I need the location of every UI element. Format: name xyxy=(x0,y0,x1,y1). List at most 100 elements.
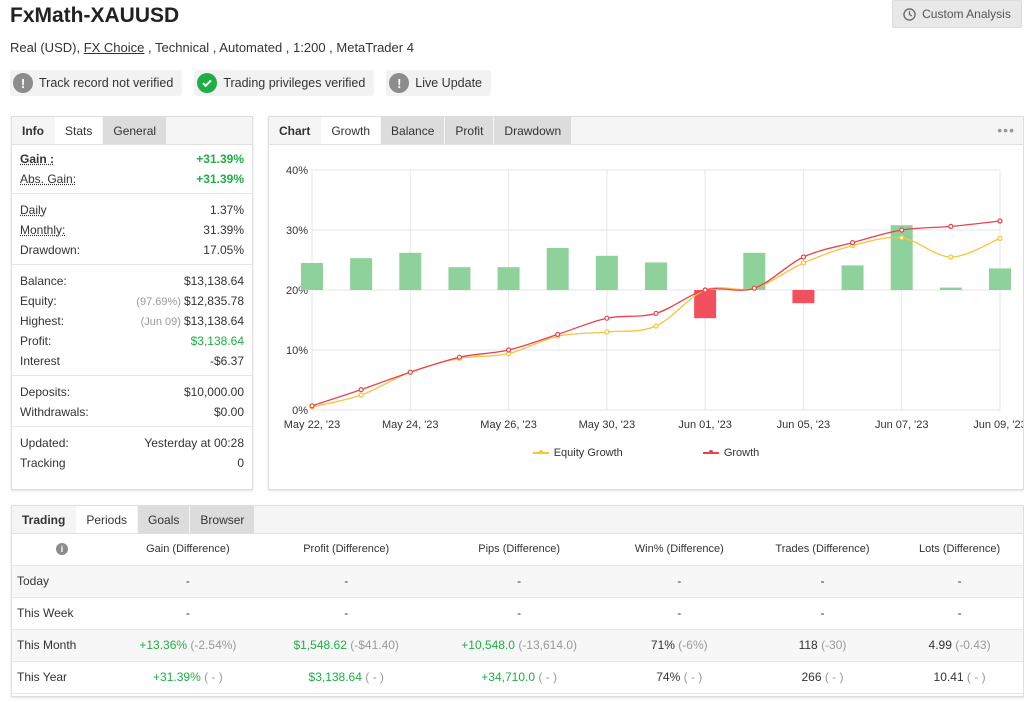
chart-bar xyxy=(694,290,717,319)
periods-table: i Gain (Difference) Profit (Difference) … xyxy=(12,534,1023,694)
table-cell: - xyxy=(748,565,897,598)
cell-value: $3,138.64 xyxy=(308,670,362,684)
stat-label[interactable]: Daily xyxy=(20,203,47,217)
growth-point xyxy=(456,354,463,360)
tab-stats[interactable]: Stats xyxy=(55,117,104,144)
stat-value-text: $12,835.78 xyxy=(183,294,244,308)
broker-link[interactable]: FX Choice xyxy=(83,40,145,55)
legend-growth[interactable]: Growth xyxy=(702,447,760,459)
column-header: Win% (Difference) xyxy=(609,534,749,566)
legend-label: Growth xyxy=(723,447,760,459)
tab-chart[interactable]: Chart xyxy=(269,117,322,144)
legend-equity-line xyxy=(532,450,549,454)
tab-info[interactable]: Info xyxy=(12,117,55,144)
badge-track-record[interactable]: ! Track record not verified xyxy=(10,70,183,96)
table-row: This Year +31.39% ( - ) $3,138.64 ( - ) +34… xyxy=(12,661,1023,694)
cell-value: - xyxy=(677,574,682,588)
x-tick-label: May 30, '23 xyxy=(579,419,636,431)
check-icon xyxy=(197,73,218,93)
cell-value: 4.99 xyxy=(928,638,952,652)
table-cell: - xyxy=(428,597,610,630)
stat-value-text: $13,138.64 xyxy=(183,314,244,328)
cell-difference: ( - ) xyxy=(680,670,703,684)
tab-balance[interactable]: Balance xyxy=(381,117,446,144)
table-row: This Month +13.36% (-2.54%) $1,548.62 (-$4… xyxy=(12,629,1023,662)
badge-label: Trading privileges verified xyxy=(223,76,366,90)
stat-label: Tracking xyxy=(20,456,66,470)
y-tick-label: 10% xyxy=(286,345,308,357)
custom-analysis-button[interactable]: Custom Analysis xyxy=(892,0,1022,28)
chart-bar xyxy=(497,267,520,290)
table-cell: - xyxy=(112,597,264,630)
stat-value: Yesterday at 00:28 xyxy=(144,436,244,450)
custom-analysis-label: Custom Analysis xyxy=(922,7,1011,21)
cell-difference: (-30) xyxy=(817,638,847,652)
cell-value: +34,710.0 xyxy=(481,670,535,684)
growth-point xyxy=(555,331,561,337)
divider xyxy=(12,193,252,194)
exclamation-icon: ! xyxy=(13,73,33,93)
chart-bar xyxy=(989,268,1011,290)
cell-difference: (-$41.40) xyxy=(346,638,399,652)
cell-value: 71% xyxy=(650,638,675,652)
stat-label: Deposits: xyxy=(20,385,71,399)
growth-point xyxy=(849,239,856,246)
stat-row: Highest: (Jun 09) $13,138.64 xyxy=(20,311,244,331)
stat-value: (97.69%) $12,835.78 xyxy=(136,294,244,308)
legend-equity-growth[interactable]: Equity Growth xyxy=(532,447,623,459)
stat-row: Gain : +31.39% xyxy=(20,149,244,169)
growth-point xyxy=(505,347,512,353)
stat-row: Profit: $3,138.64 xyxy=(20,331,244,351)
x-tick-label: Jun 09, '23 xyxy=(973,419,1023,431)
stat-label[interactable]: Gain : xyxy=(20,152,55,166)
cell-value: - xyxy=(344,574,349,588)
table-cell: 71% (-6%) xyxy=(609,629,749,662)
chart-bar xyxy=(743,252,766,290)
tab-profit[interactable]: Profit xyxy=(445,117,495,144)
badge-live-update[interactable]: ! Live Update xyxy=(386,70,491,96)
tab-browser[interactable]: Browser xyxy=(190,506,256,533)
cell-value: +31.39% xyxy=(153,670,201,684)
tab-periods[interactable]: Periods xyxy=(76,506,139,533)
badge-trading-privileges[interactable]: Trading privileges verified xyxy=(194,70,375,96)
info-header: i xyxy=(12,534,112,566)
table-cell: - xyxy=(748,597,897,630)
cell-value: - xyxy=(517,574,522,588)
tab-trading[interactable]: Trading xyxy=(12,506,77,533)
table-cell: - xyxy=(609,565,749,598)
stat-value-text: 0 xyxy=(237,456,244,470)
stat-value-text: $0.00 xyxy=(213,405,244,419)
stat-value: $10,000.00 xyxy=(184,385,244,399)
stat-label: Withdrawals: xyxy=(20,405,89,419)
stat-value-text: -$6.37 xyxy=(209,354,244,368)
y-tick-label: 40% xyxy=(286,165,308,177)
table-cell: 4.99 (-0.43) xyxy=(896,629,1023,662)
cell-value: +13.36% xyxy=(139,638,188,652)
growth-point xyxy=(948,223,954,230)
chart-bar xyxy=(595,255,618,290)
tab-general[interactable]: General xyxy=(103,117,168,144)
table-row: Today - - - - - - xyxy=(12,565,1023,598)
stat-label[interactable]: Monthly: xyxy=(20,223,66,237)
tab-goals[interactable]: Goals xyxy=(138,506,191,533)
stat-row: Abs. Gain: +31.39% xyxy=(20,169,244,189)
growth-point xyxy=(899,227,905,233)
periods-tabs: Trading Periods Goals Browser xyxy=(12,506,1023,534)
period-label: This Week xyxy=(12,597,112,630)
cell-difference: (-0.43) xyxy=(951,638,991,652)
equity-growth-point xyxy=(800,260,807,266)
more-options-icon[interactable]: ••• xyxy=(997,122,1015,138)
growth-point xyxy=(653,310,659,316)
tab-growth[interactable]: Growth xyxy=(321,117,382,144)
column-header: Trades (Difference) xyxy=(748,534,897,566)
stat-value: -$6.37 xyxy=(210,354,244,368)
cell-difference: ( - ) xyxy=(821,670,844,684)
chart-bar xyxy=(546,248,569,290)
subtitle-details: , Technical , Automated , 1:200 , MetaTr… xyxy=(144,40,414,55)
stat-label[interactable]: Abs. Gain: xyxy=(20,172,77,186)
stat-value-text: +31.39% xyxy=(196,152,244,166)
tab-drawdown[interactable]: Drawdown xyxy=(494,117,573,144)
stat-label: Profit: xyxy=(20,334,52,348)
info-icon[interactable]: i xyxy=(56,543,68,556)
stat-row: Tracking 0 xyxy=(20,453,244,473)
